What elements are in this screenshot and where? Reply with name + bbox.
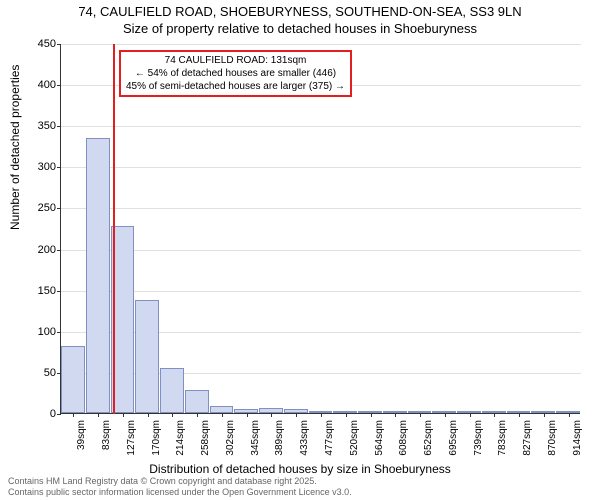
xtick-mark: [123, 413, 124, 417]
ytick-label: 300: [26, 161, 56, 173]
xtick-label: 302sqm: [225, 420, 236, 456]
footnote-line-2: Contains public sector information licen…: [8, 487, 352, 498]
xtick-mark: [98, 413, 99, 417]
histogram-bar: [86, 138, 110, 413]
ytick-mark: [57, 167, 61, 168]
ytick-label: 250: [26, 202, 56, 214]
ytick-label: 200: [26, 244, 56, 256]
ytick-label: 350: [26, 120, 56, 132]
xtick-mark: [148, 413, 149, 417]
ytick-mark: [57, 44, 61, 45]
histogram-bar: [185, 390, 209, 413]
xtick-label: 783sqm: [497, 420, 508, 456]
xtick-label: 433sqm: [299, 420, 310, 456]
xtick-label: 914sqm: [572, 420, 583, 456]
plot: 74 CAULFIELD ROAD: 131sqm← 54% of detach…: [60, 44, 580, 414]
xtick-mark: [544, 413, 545, 417]
gridline: [61, 291, 581, 292]
footnote: Contains HM Land Registry data © Crown c…: [8, 476, 352, 498]
xtick-mark: [395, 413, 396, 417]
xtick-mark: [197, 413, 198, 417]
gridline: [61, 44, 581, 45]
gridline: [61, 167, 581, 168]
xtick-mark: [296, 413, 297, 417]
xtick-mark: [222, 413, 223, 417]
xtick-label: 170sqm: [151, 420, 162, 456]
plot-area: 74 CAULFIELD ROAD: 131sqm← 54% of detach…: [60, 44, 580, 414]
y-axis-label: Number of detached properties: [8, 65, 22, 230]
xtick-label: 827sqm: [522, 420, 533, 456]
ytick-label: 400: [26, 79, 56, 91]
histogram-bar: [160, 368, 184, 413]
ytick-mark: [57, 85, 61, 86]
xtick-mark: [321, 413, 322, 417]
xtick-label: 345sqm: [250, 420, 261, 456]
xtick-label: 39sqm: [76, 420, 87, 450]
ytick-mark: [57, 332, 61, 333]
marker-line: [113, 44, 115, 414]
gridline: [61, 208, 581, 209]
xtick-label: 608sqm: [398, 420, 409, 456]
ytick-label: 0: [26, 408, 56, 420]
xtick-mark: [519, 413, 520, 417]
histogram-bar: [135, 300, 159, 413]
xtick-mark: [346, 413, 347, 417]
ytick-mark: [57, 414, 61, 415]
xtick-label: 695sqm: [448, 420, 459, 456]
ytick-mark: [57, 208, 61, 209]
title-line-2: Size of property relative to detached ho…: [0, 21, 600, 38]
xtick-mark: [494, 413, 495, 417]
xtick-mark: [445, 413, 446, 417]
ytick-mark: [57, 291, 61, 292]
footnote-line-1: Contains HM Land Registry data © Crown c…: [8, 476, 352, 487]
chart-container: 74, CAULFIELD ROAD, SHOEBURYNESS, SOUTHE…: [0, 0, 600, 500]
chart-title: 74, CAULFIELD ROAD, SHOEBURYNESS, SOUTHE…: [0, 0, 600, 38]
callout-box: 74 CAULFIELD ROAD: 131sqm← 54% of detach…: [119, 50, 352, 97]
gridline: [61, 126, 581, 127]
xtick-label: 83sqm: [101, 420, 112, 450]
ytick-label: 100: [26, 326, 56, 338]
histogram-bar: [61, 346, 85, 413]
title-line-1: 74, CAULFIELD ROAD, SHOEBURYNESS, SOUTHE…: [0, 4, 600, 21]
xtick-mark: [172, 413, 173, 417]
xtick-label: 870sqm: [547, 420, 558, 456]
callout-line: 74 CAULFIELD ROAD: 131sqm: [126, 54, 345, 67]
ytick-label: 450: [26, 38, 56, 50]
ytick-label: 150: [26, 285, 56, 297]
xtick-label: 127sqm: [126, 420, 137, 456]
xtick-mark: [73, 413, 74, 417]
callout-line: 45% of semi-detached houses are larger (…: [126, 80, 345, 93]
ytick-label: 50: [26, 367, 56, 379]
xtick-label: 389sqm: [274, 420, 285, 456]
xtick-label: 258sqm: [200, 420, 211, 456]
xtick-label: 564sqm: [374, 420, 385, 456]
gridline: [61, 250, 581, 251]
xtick-label: 214sqm: [175, 420, 186, 456]
ytick-mark: [57, 250, 61, 251]
xtick-label: 477sqm: [324, 420, 335, 456]
xtick-mark: [420, 413, 421, 417]
xtick-label: 739sqm: [473, 420, 484, 456]
xtick-mark: [470, 413, 471, 417]
xtick-label: 652sqm: [423, 420, 434, 456]
callout-line: ← 54% of detached houses are smaller (44…: [126, 67, 345, 80]
xtick-mark: [371, 413, 372, 417]
ytick-mark: [57, 126, 61, 127]
xtick-mark: [271, 413, 272, 417]
x-axis-label: Distribution of detached houses by size …: [0, 462, 600, 476]
xtick-label: 520sqm: [349, 420, 360, 456]
xtick-mark: [247, 413, 248, 417]
xtick-mark: [569, 413, 570, 417]
